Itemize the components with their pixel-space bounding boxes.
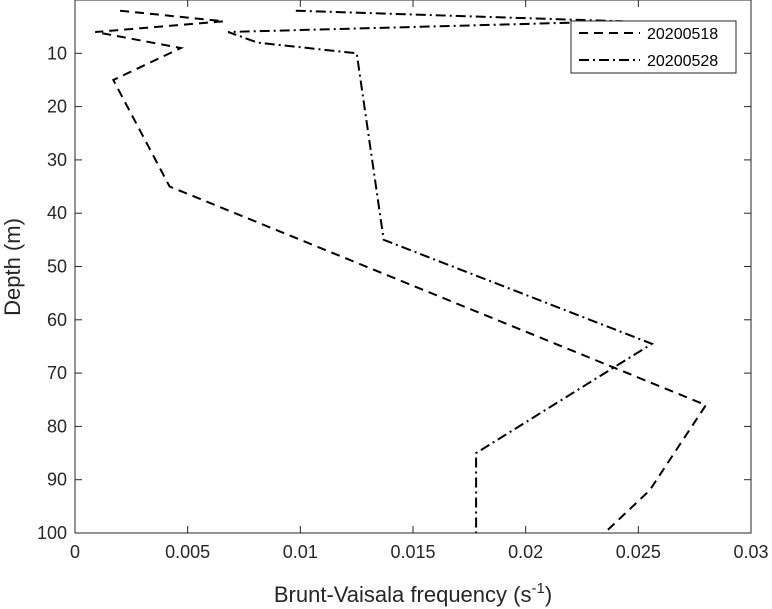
legend-box [570, 20, 737, 74]
y-tick-label: 40 [47, 203, 67, 223]
y-tick-label: 100 [37, 523, 67, 543]
legend-label-20200518: 20200518 [647, 26, 718, 43]
tick-layer: 0 0.005 0.01 0.015 0.02 0.025 0.03 10 20 30 40 50 60… [37, 0, 769, 562]
x-axis-title-superscript: -1 [531, 580, 544, 597]
y-tick-label: 50 [47, 257, 67, 277]
legend-label-20200528: 20200528 [647, 53, 718, 70]
x-tick-label: 0.025 [616, 542, 661, 562]
x-tick-label: 0 [70, 542, 80, 562]
x-axis-title-main: Brunt-Vaisala frequency (s [274, 582, 532, 607]
y-tick-label: 80 [47, 416, 67, 436]
x-tick-label: 0.015 [390, 542, 435, 562]
series-layer [95, 9, 708, 534]
legend: 20200518 20200528 [570, 20, 737, 74]
x-axis-title-end: ) [545, 582, 552, 607]
x-tick-label: 0.01 [283, 542, 318, 562]
y-tick-label: 70 [47, 363, 67, 383]
y-tick-label: 30 [47, 150, 67, 170]
x-tick-label: 0.005 [165, 542, 210, 562]
x-tick-label: 0.02 [508, 542, 543, 562]
y-tick-label: 60 [47, 310, 67, 330]
y-tick-label: 10 [47, 43, 67, 63]
series-line-20200518 [95, 9, 708, 534]
y-tick-label: 90 [47, 470, 67, 490]
y-tick-label: 20 [47, 97, 67, 117]
x-axis-title: Brunt-Vaisala frequency (s-1) [274, 580, 552, 607]
series-line-20200528 [227, 9, 655, 533]
x-tick-label: 0.03 [733, 542, 768, 562]
y-axis-title: Depth (m) [0, 218, 25, 316]
